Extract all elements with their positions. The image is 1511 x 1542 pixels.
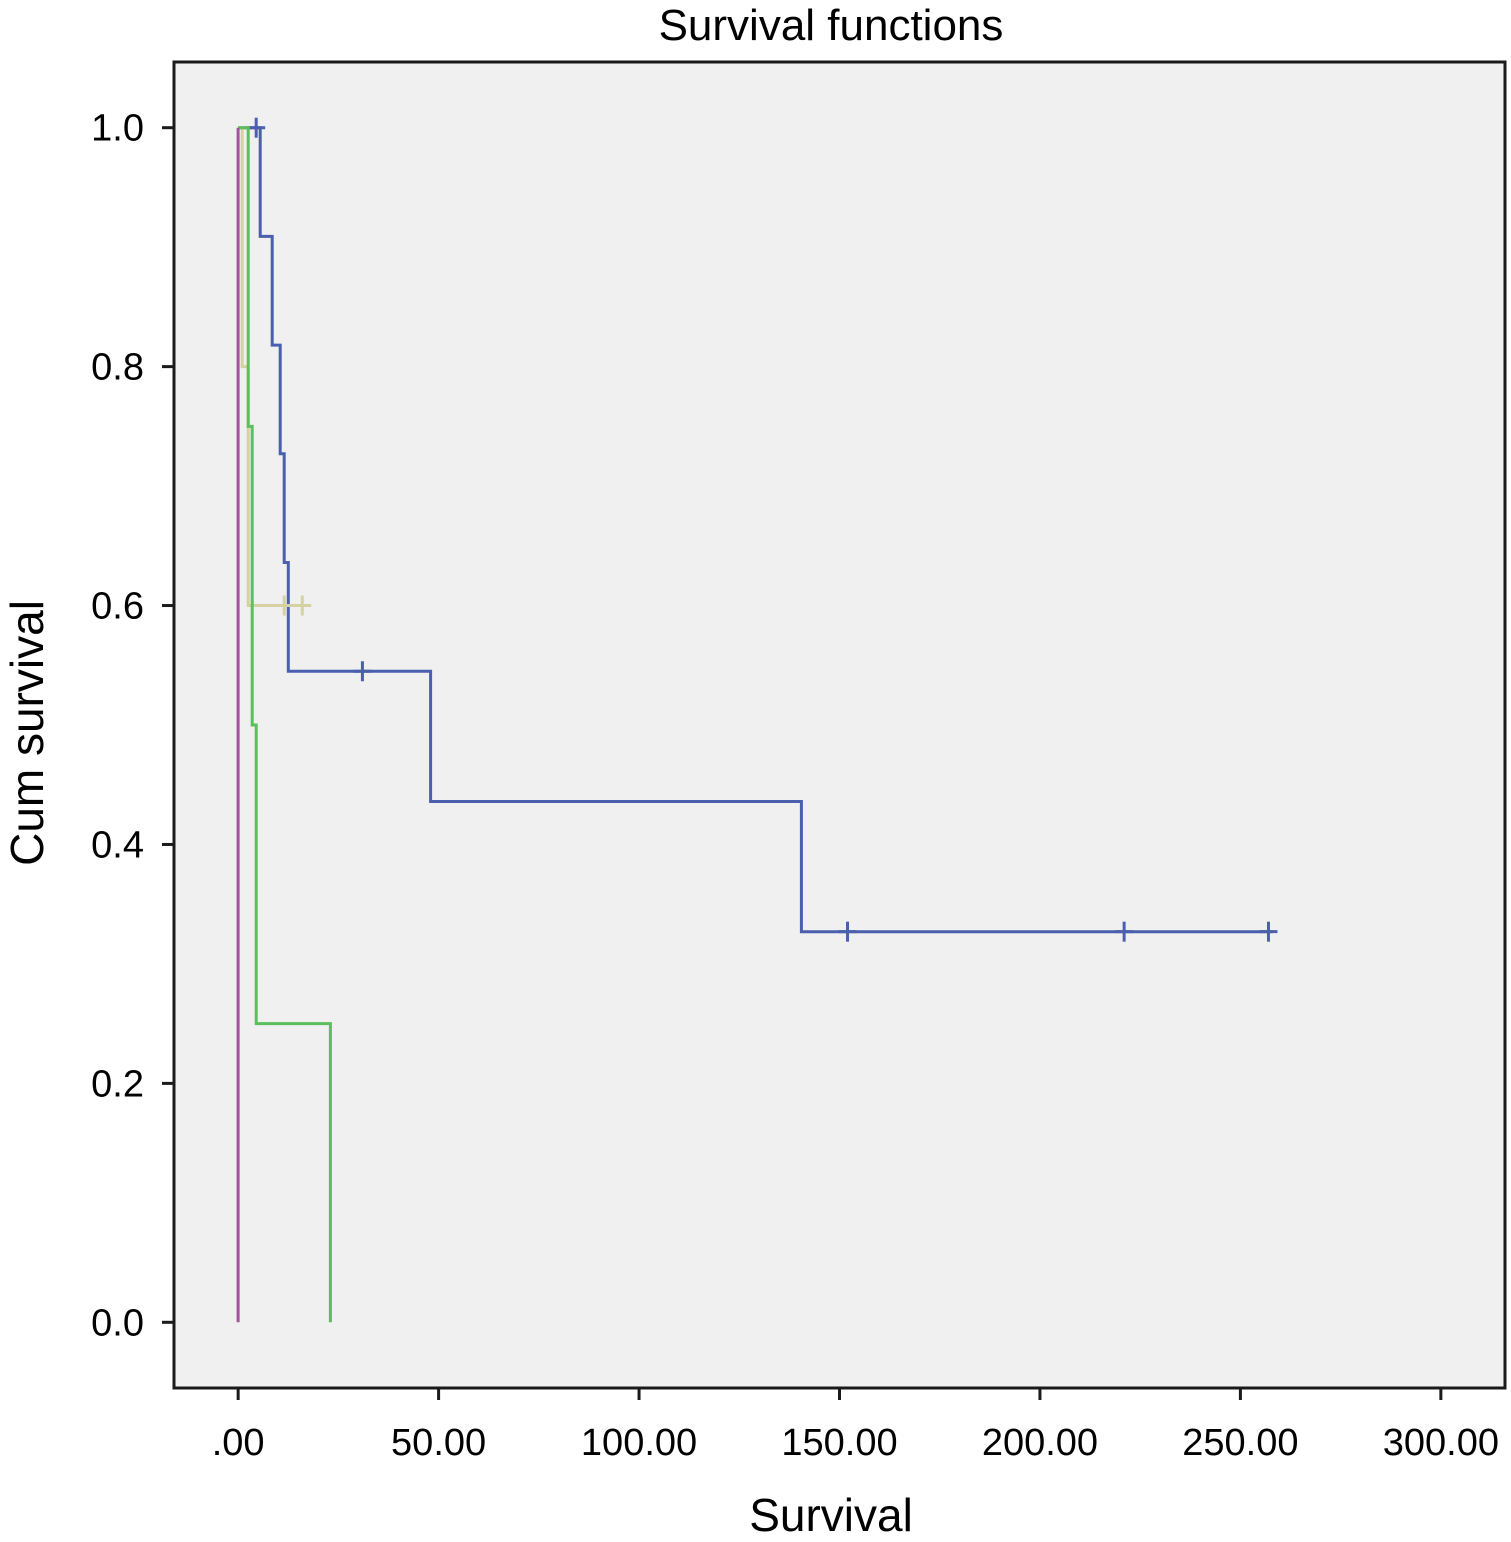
x-tick-label: 200.00 [982, 1422, 1098, 1464]
censor-mark [247, 117, 266, 138]
censor-mark [353, 661, 372, 682]
x-axis-title: Survival [749, 1489, 913, 1541]
series-line-1 [238, 126, 1273, 934]
series-line-3 [238, 126, 332, 1323]
x-tick-label: 250.00 [1182, 1422, 1298, 1464]
y-tick-label: 0.2 [91, 1063, 144, 1105]
series-group [236, 117, 1278, 1323]
y-axis-title: Cum survival [1, 600, 53, 866]
censor-mark [1115, 921, 1134, 942]
y-axis: 0.0 0.2 0.4 0.6 0.8 1.0 [91, 108, 174, 1344]
censor-mark [293, 595, 312, 616]
chart-title: Survival functions [659, 1, 1004, 50]
plot-area [172, 60, 1507, 1390]
y-tick-label: 0.4 [91, 824, 144, 866]
censor-mark [838, 921, 857, 942]
x-tick-label: 50.00 [391, 1422, 486, 1464]
x-tick-label: 300.00 [1383, 1422, 1499, 1464]
y-tick-label: 1.0 [91, 108, 144, 150]
y-tick-label: 0.6 [91, 586, 144, 628]
y-tick-label: 0.8 [91, 347, 144, 389]
censor-mark [275, 595, 294, 616]
x-tick-label: .00 [212, 1422, 265, 1464]
x-tick-label: 150.00 [781, 1422, 897, 1464]
censor-mark [1259, 921, 1278, 942]
x-axis: .00 50.00 100.00 150.00 200.00 250.00 300.00 [212, 1388, 1499, 1464]
y-tick-label: 0.0 [91, 1302, 144, 1344]
x-tick-label: 100.00 [581, 1422, 697, 1464]
